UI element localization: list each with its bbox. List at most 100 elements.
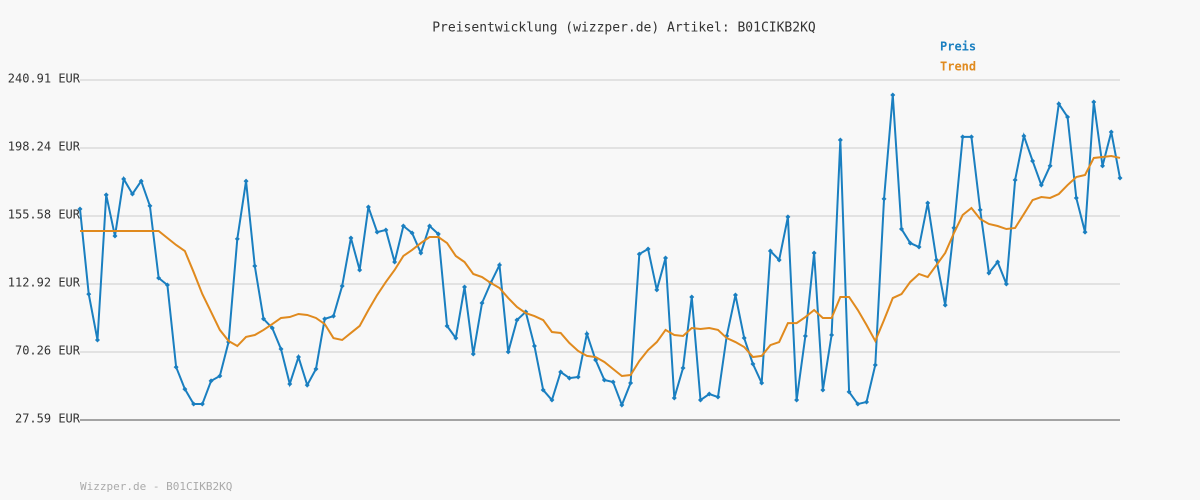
point <box>418 250 424 256</box>
point <box>462 284 468 290</box>
point <box>1047 163 1053 169</box>
point <box>322 316 328 322</box>
point <box>977 207 983 213</box>
point <box>628 380 634 386</box>
point <box>811 250 817 256</box>
chart-title: Preisentwicklung (wizzper.de) Artikel: B… <box>432 21 816 36</box>
point <box>304 382 310 388</box>
point <box>199 401 205 407</box>
point <box>846 389 852 395</box>
point <box>1073 195 1079 201</box>
y-tick-label: 240.91 EUR <box>8 72 81 86</box>
point <box>470 351 476 357</box>
point <box>295 354 301 360</box>
point <box>330 313 336 319</box>
point <box>531 343 537 349</box>
point <box>855 401 861 407</box>
point <box>1021 133 1027 139</box>
point <box>732 292 738 298</box>
point <box>663 255 669 261</box>
point <box>636 251 642 257</box>
point <box>881 196 887 202</box>
point <box>77 206 83 212</box>
point <box>680 365 686 371</box>
point <box>348 235 354 241</box>
point <box>112 233 118 239</box>
y-tick-label: 27.59 EUR <box>15 412 81 426</box>
legend-label: Trend <box>940 60 976 74</box>
point <box>872 362 878 368</box>
point <box>558 369 564 375</box>
point <box>1091 99 1097 105</box>
point <box>995 259 1001 265</box>
point <box>365 204 371 210</box>
point <box>287 381 293 387</box>
point <box>479 300 485 306</box>
point <box>339 283 345 289</box>
point <box>208 378 214 384</box>
point <box>129 191 135 197</box>
point <box>182 386 188 392</box>
point <box>767 248 773 254</box>
point <box>400 223 406 229</box>
point <box>802 333 808 339</box>
point <box>1012 177 1018 183</box>
point <box>741 335 747 341</box>
y-tick-label: 70.26 EUR <box>15 343 81 357</box>
point <box>444 323 450 329</box>
footer: Wizzper.de - B01CIKB2KQ <box>80 480 232 493</box>
point <box>715 394 721 400</box>
point <box>601 377 607 383</box>
plot: Preis Trend <box>77 40 1123 408</box>
point <box>619 402 625 408</box>
point <box>496 262 502 268</box>
y-tick-label: 155.58 EUR <box>8 208 81 222</box>
point <box>575 374 581 380</box>
point <box>1108 129 1114 135</box>
point <box>252 263 258 269</box>
series-line <box>79 94 1121 408</box>
point <box>173 364 179 370</box>
point <box>890 92 896 98</box>
y-tick-label: 112.92 EUR <box>8 275 81 289</box>
y-tick-label: 198.24 EUR <box>8 140 81 154</box>
point <box>234 236 240 242</box>
grid: 27.59 EUR 70.26 EUR 112.92 EUR 155.58 EUR 19… <box>8 72 1120 426</box>
point <box>1065 114 1071 120</box>
point <box>191 401 197 407</box>
point <box>566 375 572 381</box>
point <box>785 214 791 220</box>
point <box>1100 163 1106 169</box>
legend-label: Preis <box>940 40 976 54</box>
point <box>942 302 948 308</box>
point <box>103 192 109 198</box>
point <box>86 291 92 297</box>
point <box>925 200 931 206</box>
point <box>121 176 127 182</box>
point <box>147 203 153 209</box>
point <box>1038 182 1044 188</box>
point <box>776 257 782 263</box>
point <box>759 380 765 386</box>
point <box>164 282 170 288</box>
point <box>156 275 162 281</box>
point <box>899 226 905 232</box>
point <box>383 227 389 233</box>
point <box>1082 229 1088 235</box>
point <box>453 335 459 341</box>
point <box>269 325 275 331</box>
point <box>671 395 677 401</box>
point <box>750 361 756 367</box>
point <box>654 287 660 293</box>
point <box>549 397 555 403</box>
point <box>138 178 144 184</box>
point <box>829 332 835 338</box>
point <box>392 259 398 265</box>
point <box>837 137 843 143</box>
series-line <box>80 155 1121 378</box>
point <box>610 379 616 385</box>
point <box>435 231 441 237</box>
point <box>540 387 546 393</box>
